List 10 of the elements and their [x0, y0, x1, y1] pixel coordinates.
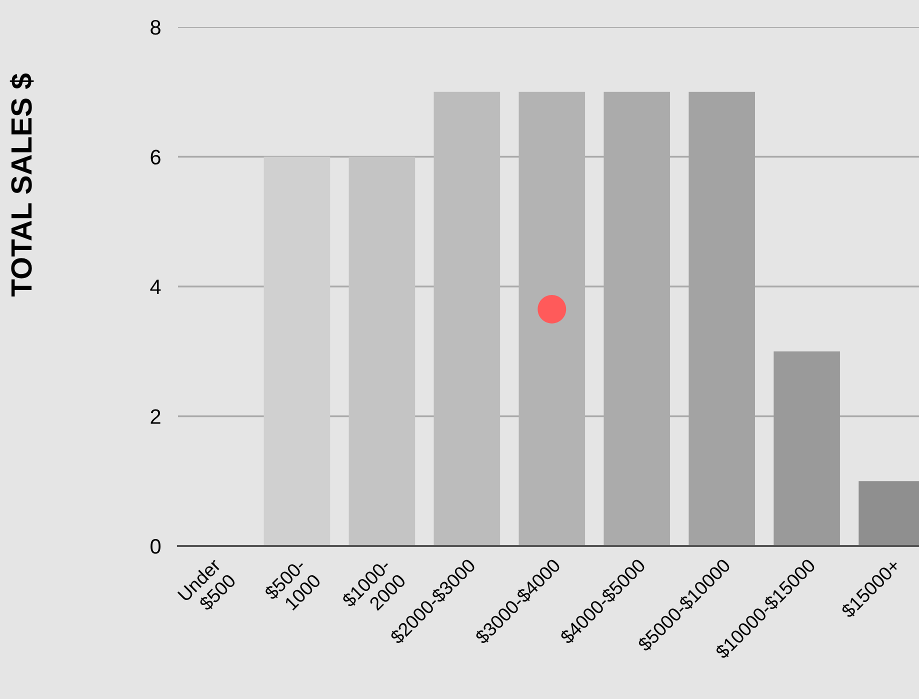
bar — [348, 156, 416, 546]
bar — [264, 156, 330, 546]
y-axis-title: TOTAL SALES $ — [10, 74, 34, 297]
y-tick-label: 4 — [150, 280, 161, 294]
y-tick-label: 0 — [150, 539, 161, 554]
bar — [434, 92, 500, 546]
bar — [774, 351, 840, 546]
y-tick-label: 6 — [150, 150, 160, 165]
y-tick-label: 8 — [150, 20, 160, 35]
y-tick-label: 2 — [150, 409, 160, 424]
